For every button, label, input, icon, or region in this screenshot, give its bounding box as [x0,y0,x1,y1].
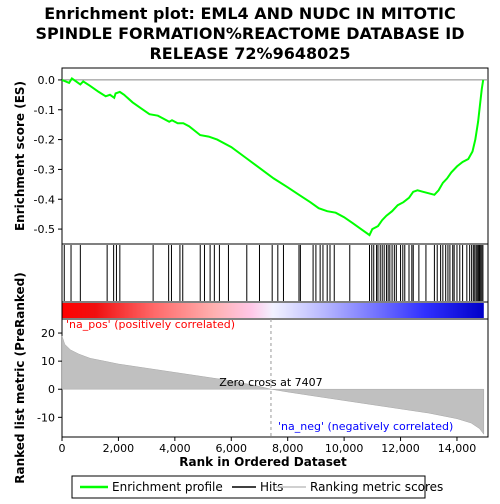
positive-correlation-label: 'na_pos' (positively correlated) [66,318,235,331]
ranking-metric-area [61,335,485,435]
chart-title-line-2: SPINDLE FORMATION%REACTOME DATABASE ID [36,24,465,43]
ranking-color-band [62,303,484,318]
es-y-tick-label: -0.5 [34,223,55,236]
es-y-tick-label: -0.3 [34,163,55,176]
x-tick-label: 4,000 [159,442,191,455]
x-axis-label: Rank in Ordered Dataset [179,455,347,469]
x-tick-label: 10,000 [325,442,364,455]
legend-enrichment-label: Enrichment profile [112,480,223,494]
x-tick-label: 0 [59,442,66,455]
es-y-tick-label: 0.0 [38,74,56,87]
hits-panel-frame [61,243,489,303]
es-panel: 0.0 -0.1 -0.2 -0.3 -0.4 -0.5 Enrichment score… [13,67,489,245]
es-y-tick-label: -0.1 [34,104,55,117]
x-tick-label: 2,000 [103,442,135,455]
rank-panel: 20 10 0 -10 Zero cross at 7407 'na_pos' (po… [13,272,489,484]
chart-title-line-3: RELEASE 72%9648025 [149,44,350,63]
legend: Enrichment profile Hits Ranking metric s… [71,475,443,499]
rank-y-tick-label: 10 [41,355,55,368]
enrichment-profile-line [61,76,485,237]
es-y-tick-label: -0.4 [34,193,55,206]
rank-y-axis-label: Ranked list metric (PreRanked) [13,272,27,484]
chart-title-line-1: Enrichment plot: EML4 AND NUDC IN MITOTI… [44,4,456,23]
negative-correlation-label: 'na_neg' (negatively correlated) [278,420,453,433]
x-tick-label: 12,000 [381,442,420,455]
x-tick-label: 14,000 [438,442,477,455]
hits-panel [61,243,489,303]
x-tick-label: 6,000 [216,442,248,455]
rank-y-tick-label: -10 [37,411,55,424]
es-panel-frame [61,67,489,245]
zero-cross-label: Zero cross at 7407 [219,376,322,389]
es-y-tick-label: -0.2 [34,134,55,147]
es-y-axis-label: Enrichment score (ES) [13,81,27,231]
legend-metric-label: Ranking metric scores [310,480,443,494]
legend-hits-label: Hits [260,480,283,494]
rank-y-tick-label: 20 [41,327,55,340]
x-tick-label: 8,000 [272,442,304,455]
rank-y-tick-label: 0 [48,383,55,396]
